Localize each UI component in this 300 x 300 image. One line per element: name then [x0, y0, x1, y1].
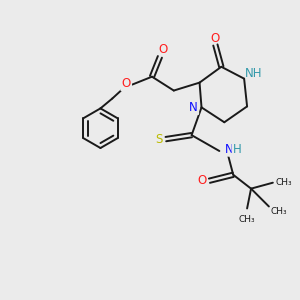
Text: N: N: [225, 142, 234, 155]
Text: O: O: [122, 77, 131, 90]
Text: N: N: [189, 101, 198, 114]
Text: NH: NH: [245, 67, 263, 80]
Text: O: O: [197, 174, 206, 187]
Text: H: H: [233, 142, 242, 155]
Text: O: O: [158, 44, 167, 56]
Text: CH₃: CH₃: [271, 207, 287, 216]
Text: O: O: [211, 32, 220, 44]
Text: S: S: [155, 133, 163, 146]
Text: CH₃: CH₃: [276, 178, 292, 187]
Text: CH₃: CH₃: [239, 215, 255, 224]
